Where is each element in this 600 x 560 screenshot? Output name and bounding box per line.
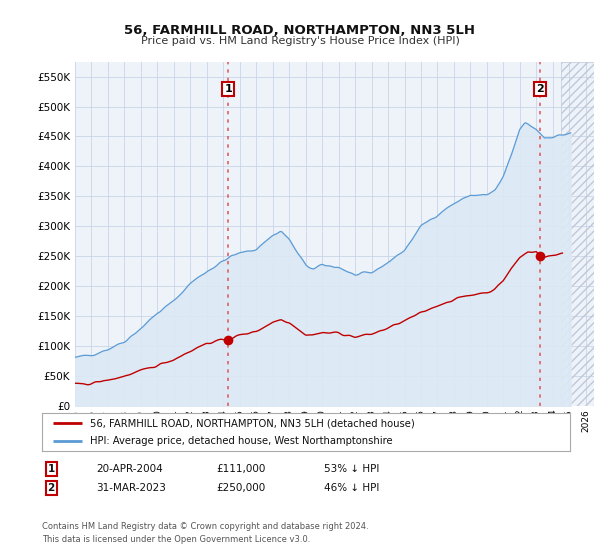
Text: 1: 1 (224, 83, 232, 94)
Text: 53% ↓ HPI: 53% ↓ HPI (324, 464, 379, 474)
Text: 46% ↓ HPI: 46% ↓ HPI (324, 483, 379, 493)
Text: HPI: Average price, detached house, West Northamptonshire: HPI: Average price, detached house, West… (89, 436, 392, 446)
Text: 1: 1 (47, 464, 55, 474)
Text: 56, FARMHILL ROAD, NORTHAMPTON, NN3 5LH: 56, FARMHILL ROAD, NORTHAMPTON, NN3 5LH (125, 24, 476, 38)
Text: Price paid vs. HM Land Registry's House Price Index (HPI): Price paid vs. HM Land Registry's House … (140, 36, 460, 46)
Text: £111,000: £111,000 (216, 464, 265, 474)
Text: 2: 2 (47, 483, 55, 493)
Text: £250,000: £250,000 (216, 483, 265, 493)
Text: 56, FARMHILL ROAD, NORTHAMPTON, NN3 5LH (detached house): 56, FARMHILL ROAD, NORTHAMPTON, NN3 5LH … (89, 418, 414, 428)
Text: 31-MAR-2023: 31-MAR-2023 (96, 483, 166, 493)
Text: 20-APR-2004: 20-APR-2004 (96, 464, 163, 474)
Text: Contains HM Land Registry data © Crown copyright and database right 2024.
This d: Contains HM Land Registry data © Crown c… (42, 522, 368, 544)
Text: 2: 2 (536, 83, 544, 94)
